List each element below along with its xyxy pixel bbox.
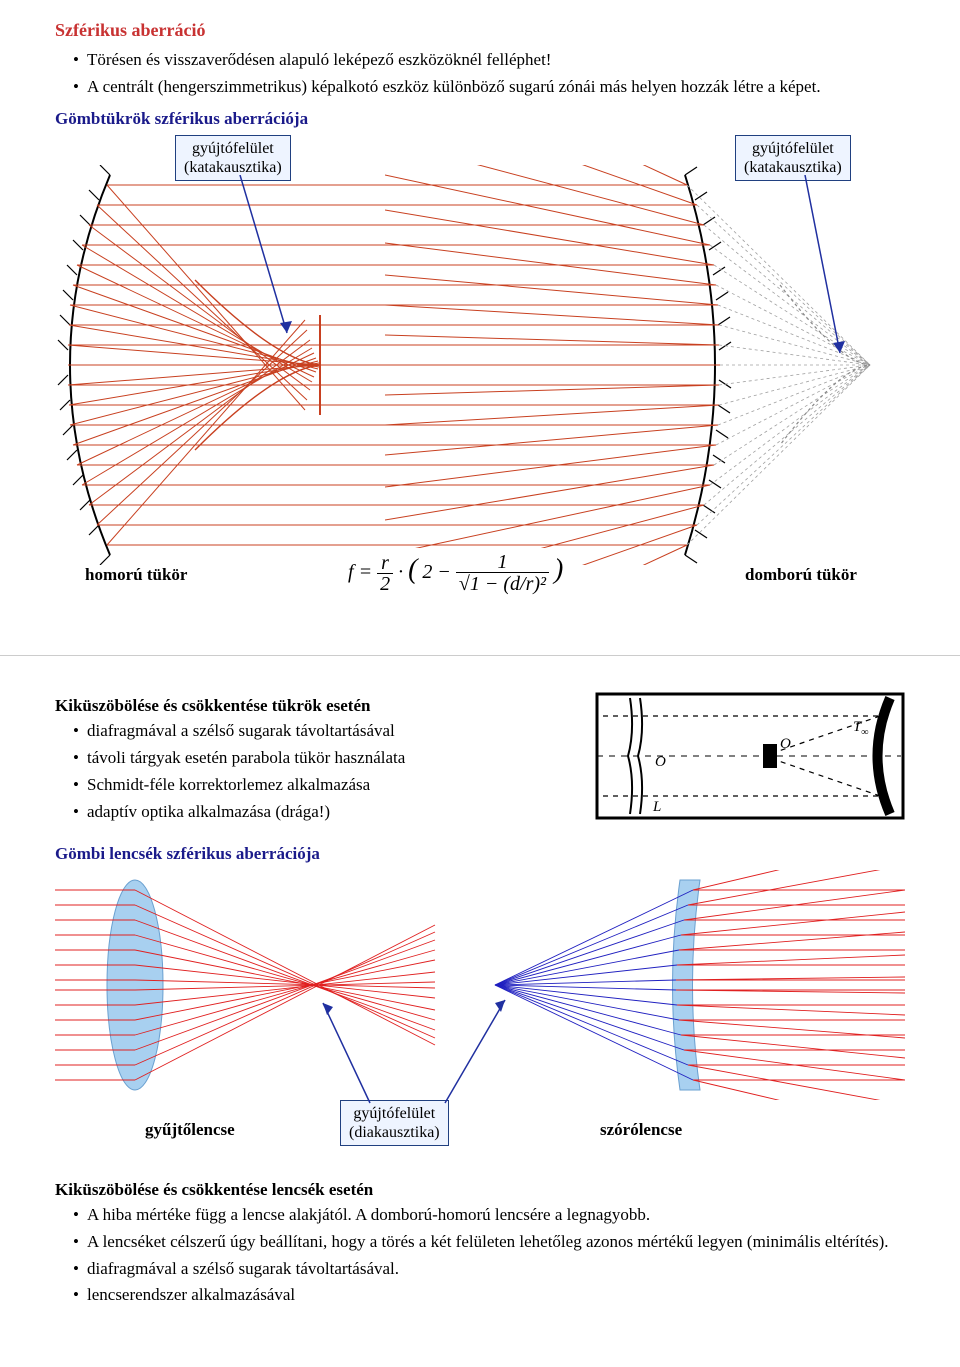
page-divider — [0, 655, 960, 656]
lens-subtitle: Gömbi lencsék szférikus aberrációja — [55, 844, 905, 864]
converging-lens-diagram — [55, 870, 455, 1100]
callout-arrow-right — [785, 175, 875, 365]
lens-diagrams: gyújtófelület (diakausztika) gyűjtőlencs… — [55, 870, 905, 1170]
callout-line2: (katakausztika) — [744, 159, 842, 176]
bullet-item: távoli tárgyak esetén parabola tükör has… — [73, 747, 575, 770]
label-L: L — [652, 799, 661, 815]
callout-line1: gyújtófelület — [192, 140, 274, 157]
label-concave: homorú tükör — [85, 565, 187, 585]
mirror-diagrams: gyújtófelület (katakausztika) gyújtófelü… — [55, 135, 905, 605]
label-diverging-lens: szórólencse — [600, 1120, 682, 1140]
schmidt-schematic: O O L T∞ — [595, 686, 905, 826]
callout-line1: gyújtófelület — [752, 140, 834, 157]
label-converging-lens: gyűjtőlencse — [145, 1120, 235, 1140]
bullet-item: diafragmával a szélső sugarak távoltartá… — [73, 1258, 905, 1281]
label-O2: O — [780, 736, 791, 752]
bullet-item: adaptív optika alkalmazása (drága!) — [73, 801, 575, 824]
diacaustic-arrow-right — [435, 995, 525, 1115]
page-top: Szférikus aberráció Törésen és visszaver… — [0, 0, 960, 635]
lens-fix-title: Kiküszöbölése és csökkentése lencsék ese… — [55, 1180, 905, 1200]
bullet-item: Schmidt-féle korrektorlemez alkalmazása — [73, 774, 575, 797]
section-title: Szférikus aberráció — [55, 20, 905, 41]
bullet-item: A centrált (hengerszimmetrikus) képalkot… — [73, 76, 905, 99]
bullet-item: Törésen és visszaverődésen alapuló lekép… — [73, 49, 905, 72]
mirror-subtitle: Gömbtükrök szférikus aberrációja — [55, 109, 905, 129]
label-O1: O — [655, 754, 666, 770]
diacaustic-arrow-left — [315, 995, 395, 1115]
focal-formula: f = r 2 · ( 2 − 1 √1 − (d/r)² ) — [340, 548, 571, 599]
bullet-item: lencserendszer alkalmazásával — [73, 1284, 905, 1307]
section1-bullets: Törésen és visszaverődésen alapuló lekép… — [55, 49, 905, 99]
mirror-fix-list: diafragmával a szélső sugarak távoltartá… — [55, 720, 575, 824]
callout-line2: (katakausztika) — [184, 159, 282, 176]
label-convex: domború tükör — [745, 565, 857, 585]
diverging-lens-diagram — [475, 870, 905, 1100]
bullet-item: A hiba mértéke függ a lencse alakjától. … — [73, 1204, 905, 1227]
page-bottom: Kiküszöbölése és csökkentése tükrök eset… — [0, 676, 960, 1348]
callout-arrow-left — [225, 175, 315, 345]
bullet-item: A lencséket célszerű úgy beállítani, hog… — [73, 1231, 905, 1254]
callout-line2: (diakausztika) — [349, 1124, 440, 1141]
lens-fix-list: A hiba mértéke függ a lencse alakjától. … — [55, 1204, 905, 1308]
bullet-item: diafragmával a szélső sugarak távoltartá… — [73, 720, 575, 743]
mirror-fix-title: Kiküszöbölése és csökkentése tükrök eset… — [55, 696, 575, 716]
